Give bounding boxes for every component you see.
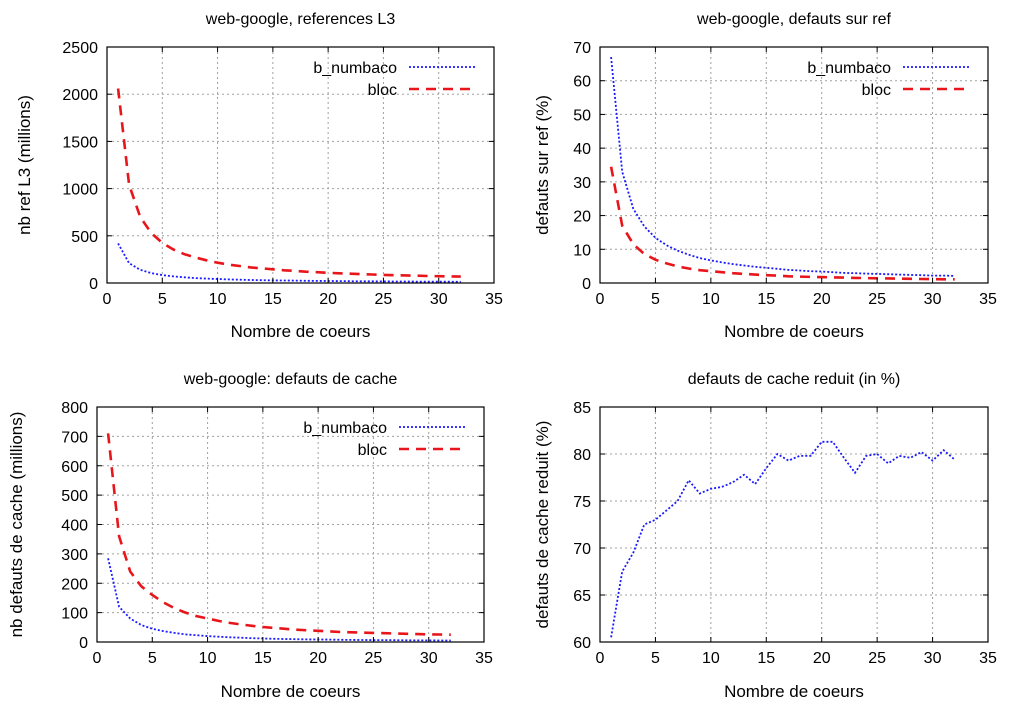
y-tick-label: 400 — [61, 518, 88, 535]
x-tick-label: 15 — [757, 650, 775, 667]
y-tick-label: 2000 — [62, 87, 98, 104]
y-tick-label: 0 — [582, 276, 591, 293]
y-tick-label: 10 — [573, 242, 591, 259]
y-tick-label: 30 — [573, 175, 591, 192]
series-line-bloc — [609, 166, 955, 281]
x-tick-label: 20 — [319, 291, 337, 308]
series-line-b_numbaco — [107, 558, 451, 642]
x-axis-label: Nombre de coeurs — [724, 322, 864, 341]
y-tick-label: 0 — [89, 276, 98, 293]
x-tick-label: 35 — [979, 650, 997, 667]
chart-panel-1: 0 5 10 15 20 25 30 35 0 500 1000 1500 2000 2500 web-go… — [15, 11, 503, 341]
y-tick-label: 65 — [573, 588, 591, 605]
x-tick-label: 30 — [430, 291, 448, 308]
chart-panel-2: 0 5 10 15 20 25 30 35 0 10 20 30 40 50 60 70 web-google,… — [533, 11, 997, 341]
plot-frame — [599, 46, 989, 284]
x-tick-label: 25 — [868, 291, 886, 308]
x-tick-label: 35 — [485, 291, 503, 308]
y-tick-label: 800 — [61, 400, 88, 417]
series-line-b_numbaco — [117, 242, 461, 283]
y-tick-label: 700 — [61, 429, 88, 446]
chart-title: defauts de cache reduit (in %) — [688, 371, 901, 388]
y-tick-label: 300 — [61, 547, 88, 564]
x-tick-label: 35 — [475, 650, 493, 667]
legend-label: bloc — [368, 82, 397, 99]
y-tick-label: 70 — [573, 541, 591, 558]
x-tick-label: 5 — [651, 291, 660, 308]
y-tick-label: 40 — [573, 141, 591, 158]
y-tick-label: 200 — [61, 576, 88, 593]
x-tick-label: 5 — [651, 650, 660, 667]
x-tick-label: 10 — [702, 291, 720, 308]
x-axis-label: Nombre de coeurs — [231, 322, 371, 341]
x-axis-label: Nombre de coeurs — [724, 682, 864, 701]
legend-label: b_numbaco — [807, 60, 891, 77]
x-tick-label: 20 — [309, 650, 327, 667]
y-tick-label: 60 — [573, 635, 591, 652]
x-tick-label: 25 — [375, 291, 393, 308]
y-tick-label: 70 — [573, 40, 591, 57]
x-tick-label: 35 — [979, 291, 997, 308]
x-tick-label: 15 — [264, 291, 282, 308]
x-tick-label: 10 — [199, 650, 217, 667]
y-tick-label: 500 — [61, 488, 88, 505]
chart-title: web-google: defauts de cache — [183, 371, 398, 388]
legend-label: b_numbaco — [303, 420, 387, 437]
chart-title: web-google, defauts sur ref — [696, 11, 891, 28]
series-line-bloc — [106, 433, 451, 636]
y-tick-label: 60 — [573, 74, 591, 91]
chart-title: web-google, references L3 — [205, 11, 396, 28]
y-axis-label: defauts sur ref (%) — [533, 95, 552, 235]
x-tick-label: 20 — [813, 291, 831, 308]
y-tick-label: 100 — [61, 606, 88, 623]
y-tick-label: 50 — [573, 107, 591, 124]
y-tick-label: 20 — [573, 209, 591, 226]
legend-label: bloc — [862, 82, 891, 99]
plot-frame — [96, 406, 485, 643]
x-tick-label: 30 — [420, 650, 438, 667]
plot-frame — [106, 46, 495, 284]
x-tick-label: 25 — [868, 650, 886, 667]
y-tick-label: 1500 — [62, 134, 98, 151]
y-tick-label: 2500 — [62, 40, 98, 57]
x-tick-label: 10 — [209, 291, 227, 308]
x-tick-label: 30 — [924, 291, 942, 308]
y-tick-label: 85 — [573, 400, 591, 417]
y-axis-label: defauts de cache reduit (%) — [533, 421, 552, 629]
y-tick-label: 600 — [61, 459, 88, 476]
legend-label: b_numbaco — [313, 60, 397, 77]
x-tick-label: 0 — [596, 291, 605, 308]
series-line-reduction — [610, 440, 956, 638]
x-tick-label: 0 — [103, 291, 112, 308]
x-tick-label: 30 — [924, 650, 942, 667]
plot-frame — [599, 406, 989, 643]
series-line-b_numbaco — [610, 57, 955, 277]
x-tick-label: 5 — [148, 650, 157, 667]
x-tick-label: 15 — [254, 650, 272, 667]
x-tick-label: 10 — [702, 650, 720, 667]
y-tick-label: 1000 — [62, 182, 98, 199]
y-axis-label: nb defauts de cache (millions) — [7, 412, 26, 638]
y-tick-label: 80 — [573, 447, 591, 464]
legend-label: bloc — [358, 442, 387, 459]
x-axis-label: Nombre de coeurs — [221, 682, 361, 701]
x-tick-label: 20 — [813, 650, 831, 667]
y-tick-label: 75 — [573, 494, 591, 511]
y-tick-label: 500 — [71, 229, 98, 246]
x-tick-label: 5 — [158, 291, 167, 308]
x-tick-label: 0 — [93, 650, 102, 667]
x-tick-label: 0 — [596, 650, 605, 667]
series-line-bloc — [116, 88, 461, 278]
y-axis-label: nb ref L3 (millions) — [15, 95, 34, 235]
x-tick-label: 25 — [365, 650, 383, 667]
chart-panel-3: 0 5 10 15 20 25 30 35 0 100 200 300 400 500 600 700 800 w… — [7, 371, 493, 701]
y-tick-label: 0 — [79, 635, 88, 652]
x-tick-label: 15 — [757, 291, 775, 308]
chart-panel-4: 0 5 10 15 20 25 30 35 60 65 70 75 80 85 defauts de cac… — [533, 371, 997, 701]
